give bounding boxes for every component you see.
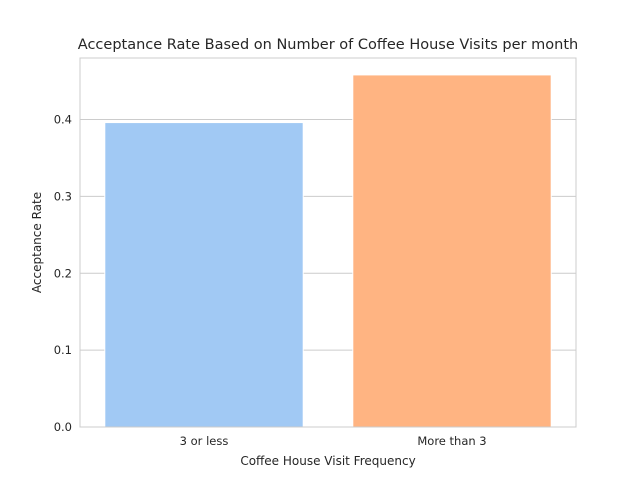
y-tick-label: 0.1 [54,343,72,357]
y-axis-label: Acceptance Rate [30,192,44,293]
plot-frame [79,57,577,428]
x-tick-labels: 3 or less More than 3 [180,434,487,448]
bars [104,74,552,428]
y-tick-label: 0.3 [54,189,72,203]
x-tick-label: More than 3 [417,434,486,448]
y-tick-label: 0.0 [54,420,72,434]
x-tick-label: 3 or less [180,434,229,448]
chart-title: Acceptance Rate Based on Number of Coffe… [78,37,578,53]
y-tick-label: 0.4 [54,113,72,127]
y-tick-label: 0.2 [54,266,72,280]
bar-more-than-3 [352,74,552,428]
bar-3-or-less [104,122,304,428]
x-axis-label: Coffee House Visit Frequency [240,454,415,468]
y-tick-labels: 0.0 0.1 0.2 0.3 0.4 [54,113,72,435]
